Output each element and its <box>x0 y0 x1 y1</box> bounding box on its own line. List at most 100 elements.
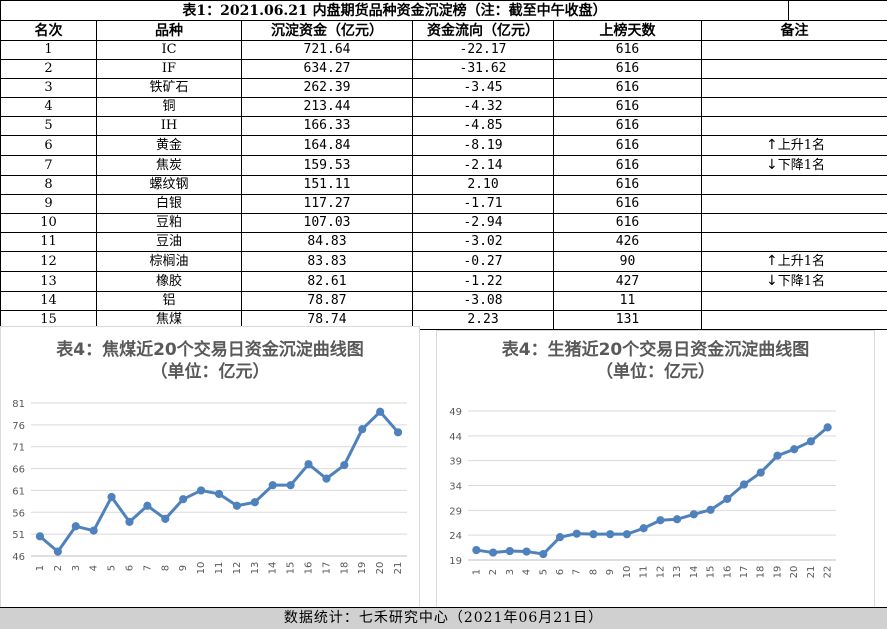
x-tick-label: 3 <box>505 569 516 575</box>
x-tick-label: 1 <box>35 565 46 571</box>
cell-name: IC <box>97 41 242 60</box>
cell-note: ↓下降1名 <box>702 272 887 292</box>
cell-note: ↑上升1名 <box>702 252 887 272</box>
data-point <box>144 502 151 509</box>
x-tick-label: 13 <box>250 562 261 575</box>
cell-flow: -2.94 <box>413 214 554 233</box>
x-tick-label: 5 <box>107 565 118 571</box>
cell-flow: -4.85 <box>413 117 554 136</box>
x-tick-label: 20 <box>375 562 386 575</box>
cell-flow: -8.19 <box>413 136 554 156</box>
x-tick-label: 20 <box>789 566 800 579</box>
data-point <box>590 531 597 538</box>
cell-capital: 213.44 <box>242 98 413 117</box>
y-tick-label: 46 <box>12 552 25 563</box>
data-point <box>506 547 513 554</box>
x-tick-label: 10 <box>196 562 207 575</box>
note-text: 上升1名 <box>778 254 825 269</box>
x-tick-label: 22 <box>823 566 834 579</box>
data-point <box>359 426 366 433</box>
data-point <box>180 496 187 503</box>
cell-flow: -3.02 <box>413 233 554 252</box>
x-tick-label: 15 <box>706 566 717 579</box>
cell-capital: 117.27 <box>242 195 413 214</box>
y-tick-label: 24 <box>449 531 462 542</box>
cell-name: 黄金 <box>97 136 242 156</box>
x-tick-label: 14 <box>268 562 279 575</box>
cell-days: 616 <box>554 136 702 156</box>
x-tick-label: 11 <box>639 566 650 579</box>
cell-note <box>702 79 887 98</box>
y-tick-label: 66 <box>12 465 25 476</box>
cell-days: 616 <box>554 60 702 79</box>
cell-note <box>702 233 887 252</box>
cell-days: 616 <box>554 98 702 117</box>
cell-capital: 721.64 <box>242 41 413 60</box>
capital-ranking-table: 表1：2021.06.21 内盘期货品种资金沉淀榜（注：截至中午收盘） 名次 品… <box>0 0 887 330</box>
cell-rank: 7 <box>1 156 97 176</box>
data-point <box>489 549 496 556</box>
header-flow: 资金流向（亿元） <box>413 21 554 41</box>
y-tick-label: 61 <box>12 486 25 497</box>
note-text: 上升1名 <box>778 138 825 153</box>
x-tick-label: 3 <box>71 565 82 571</box>
cell-note <box>702 117 887 136</box>
cell-rank: 4 <box>1 98 97 117</box>
cell-flow: -1.71 <box>413 195 554 214</box>
data-point <box>233 502 240 509</box>
x-tick-label: 6 <box>124 565 135 571</box>
cell-capital: 84.83 <box>242 233 413 252</box>
cell-days: 616 <box>554 79 702 98</box>
table-title: 表1：2021.06.21 内盘期货品种资金沉淀榜（注：截至中午收盘） <box>1 1 789 21</box>
cell-rank: 3 <box>1 79 97 98</box>
footer-text: 数据统计：七禾研究中心（2021年06月21日） <box>284 610 603 626</box>
data-point <box>162 515 169 522</box>
data-point <box>72 523 79 530</box>
note-text: 下降1名 <box>778 158 825 173</box>
x-tick-label: 12 <box>232 562 243 575</box>
data-point <box>323 475 330 482</box>
data-point <box>473 546 480 553</box>
x-tick-label: 11 <box>214 562 225 575</box>
x-tick-label: 18 <box>756 566 767 579</box>
cell-note <box>702 60 887 79</box>
cell-flow: -0.27 <box>413 252 554 272</box>
data-point <box>573 530 580 537</box>
cell-capital: 262.39 <box>242 79 413 98</box>
up-arrow-icon: ↑ <box>766 137 778 153</box>
cell-name: 豆油 <box>97 233 242 252</box>
cell-days: 131 <box>554 311 702 330</box>
data-point <box>523 548 530 555</box>
coking-coal-chart-title: 表4：焦煤近20个交易日资金沉淀曲线图 （单位：亿元） <box>1 339 419 383</box>
cell-rank: 9 <box>1 195 97 214</box>
data-point <box>197 487 204 494</box>
cell-days: 11 <box>554 292 702 311</box>
x-tick-label: 17 <box>321 562 332 575</box>
data-point <box>640 525 647 532</box>
table-title-row: 表1：2021.06.21 内盘期货品种资金沉淀榜（注：截至中午收盘） <box>1 1 887 21</box>
cell-note <box>702 176 887 195</box>
cell-capital: 107.03 <box>242 214 413 233</box>
data-point <box>251 499 258 506</box>
cell-rank: 13 <box>1 272 97 292</box>
cell-note <box>702 214 887 233</box>
cell-name: IH <box>97 117 242 136</box>
x-tick-label: 17 <box>739 566 750 579</box>
header-name: 品种 <box>97 21 242 41</box>
cell-rank: 6 <box>1 136 97 156</box>
data-point <box>394 429 401 436</box>
x-tick-label: 5 <box>538 569 549 575</box>
cell-name: 铁矿石 <box>97 79 242 98</box>
x-tick-label: 19 <box>772 566 783 579</box>
data-point <box>824 424 831 431</box>
cell-flow: -4.32 <box>413 98 554 117</box>
y-tick-label: 51 <box>12 530 25 541</box>
data-point <box>377 408 384 415</box>
cell-days: 90 <box>554 252 702 272</box>
down-arrow-icon: ↓ <box>766 273 778 289</box>
note-text: 下降1名 <box>778 274 825 289</box>
